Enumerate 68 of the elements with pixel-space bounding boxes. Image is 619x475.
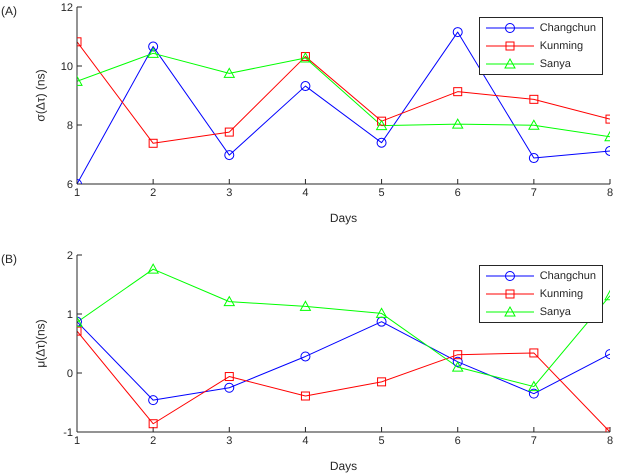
- point: [529, 94, 538, 104]
- x-tick-label: 6: [454, 434, 461, 447]
- point: [377, 377, 386, 386]
- x-tick-label: 3: [226, 186, 232, 199]
- point: [224, 382, 234, 393]
- x-tick-label: 6: [454, 186, 461, 199]
- y-tick-label: -1: [63, 426, 73, 439]
- x-tick-label: 3: [226, 434, 232, 447]
- y-tick-label: 8: [66, 120, 73, 132]
- chart-title: (B): [1, 252, 17, 266]
- point: [224, 372, 234, 382]
- point: [376, 120, 388, 130]
- point: [224, 296, 235, 306]
- x-tick-label: 7: [530, 186, 537, 199]
- y-axis-title: σ(Δτ) (ns): [33, 69, 48, 122]
- y-tick-label: 6: [66, 178, 73, 191]
- x-tick-label: 8: [606, 186, 614, 199]
- point: [452, 356, 463, 367]
- legend-label: Sanya: [540, 58, 571, 70]
- point: [300, 351, 310, 362]
- legend-label: Kunming: [540, 40, 584, 52]
- point: [528, 120, 540, 130]
- y-tick-label: 1: [66, 308, 73, 321]
- point: [300, 300, 311, 311]
- legend-label: Sanya: [540, 306, 571, 318]
- chart-title: (A): [1, 4, 17, 18]
- point: [224, 68, 235, 78]
- point: [528, 381, 540, 392]
- point: [148, 264, 159, 274]
- point: [376, 308, 388, 318]
- y-tick-label: 10: [60, 60, 73, 73]
- point: [300, 392, 310, 401]
- x-axis-title: Days: [330, 211, 358, 225]
- point: [452, 27, 463, 38]
- y-axis-title: μ(Δτ)(ns): [33, 319, 48, 368]
- x-tick-label: 2: [150, 186, 156, 199]
- point: [453, 87, 462, 96]
- point: [528, 388, 539, 399]
- point: [528, 153, 539, 164]
- x-tick-label: 7: [530, 434, 537, 447]
- point: [148, 419, 158, 428]
- x-axis-title: Days: [330, 459, 358, 473]
- point: [148, 138, 158, 148]
- point: [148, 48, 159, 58]
- x-tick-label: 4: [302, 186, 308, 199]
- point: [453, 350, 462, 360]
- y-tick-label: 2: [66, 250, 73, 262]
- point: [376, 138, 387, 148]
- point: [224, 128, 234, 137]
- legend-label: Changchun: [540, 270, 596, 282]
- point: [224, 150, 234, 160]
- point: [148, 395, 158, 406]
- x-tick-label: 2: [150, 434, 156, 447]
- point: [452, 362, 464, 372]
- x-tick-label: 8: [606, 434, 614, 447]
- point: [377, 116, 386, 126]
- legend-label: Kunming: [540, 288, 584, 300]
- x-tick-label: 4: [302, 434, 308, 447]
- point: [148, 42, 158, 52]
- point: [452, 118, 464, 129]
- point: [529, 348, 538, 358]
- point: [300, 81, 310, 92]
- point: [376, 316, 387, 327]
- x-tick-label: 5: [378, 186, 385, 199]
- y-tick-label: 0: [66, 368, 73, 380]
- y-tick-label: 12: [60, 2, 73, 14]
- legend-label: Changchun: [540, 22, 596, 34]
- x-tick-label: 5: [378, 434, 385, 447]
